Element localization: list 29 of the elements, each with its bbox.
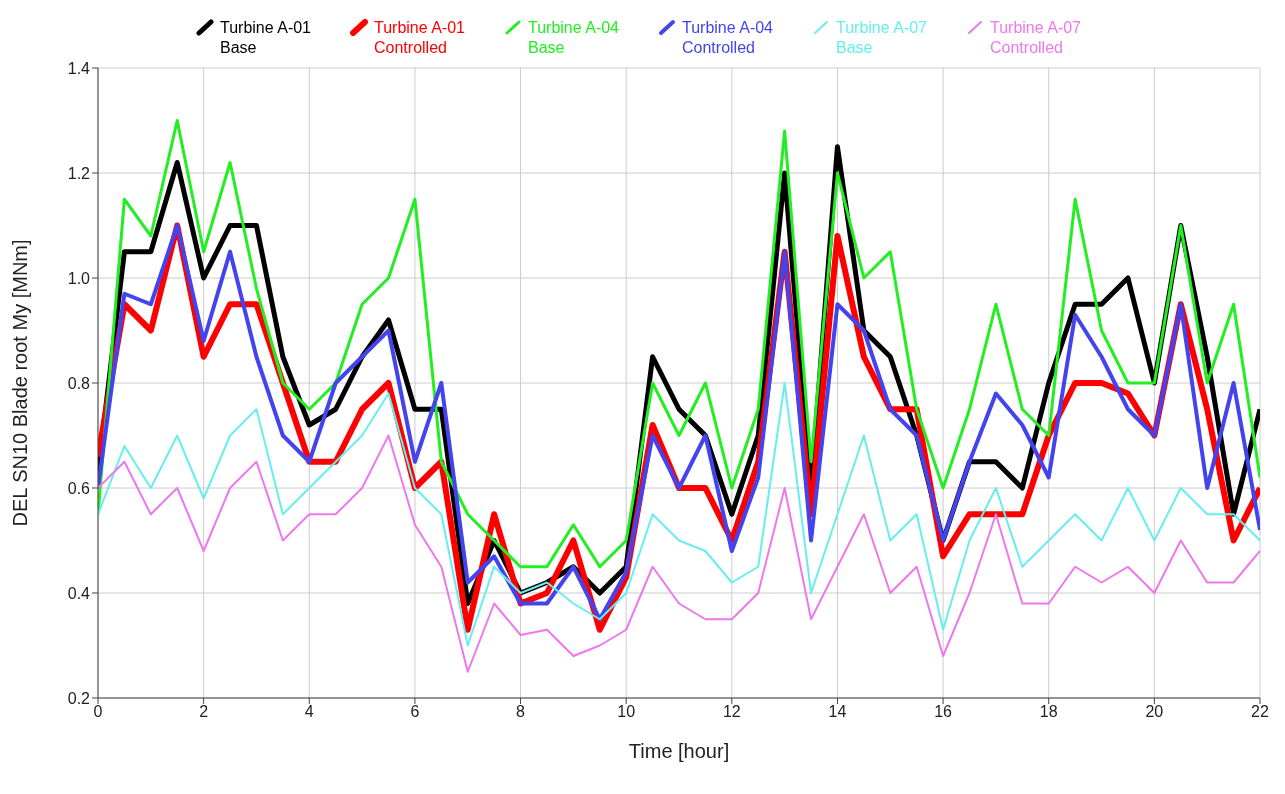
line-series	[98, 434, 1260, 673]
line-series	[98, 382, 1260, 647]
y-tick-label: 1.0	[67, 269, 91, 287]
legend-label: Turbine A-07 Base	[836, 18, 928, 58]
x-tick-label: 12	[722, 703, 741, 721]
x-tick-label: 8	[516, 703, 526, 721]
legend-label: Turbine A-01 Controlled	[374, 18, 466, 58]
legend-label: Turbine A-01 Base	[220, 18, 312, 58]
x-tick-label: 10	[617, 703, 636, 721]
legend-label: Turbine A-04 Controlled	[682, 18, 774, 58]
x-tick-label: 20	[1145, 703, 1164, 721]
legend-label: Turbine A-04 Base	[528, 18, 620, 58]
x-tick-label: 22	[1251, 703, 1269, 721]
x-tick-label: 0	[93, 703, 103, 721]
y-tick-label: 0.6	[67, 479, 91, 497]
x-tick-label: 18	[1039, 703, 1058, 721]
x-tick-label: 16	[934, 703, 953, 721]
x-tick-label: 4	[304, 703, 314, 721]
x-axis-title: Time [hour]	[628, 740, 730, 762]
x-tick-label: 14	[828, 703, 847, 721]
y-tick-label: 0.4	[67, 584, 91, 602]
y-tick-label: 1.2	[67, 164, 91, 182]
x-tick-label: 6	[410, 703, 420, 721]
y-tick-label: 0.2	[67, 689, 91, 707]
y-tick-label: 1.4	[67, 59, 91, 77]
y-tick-label: 0.8	[67, 374, 91, 392]
x-tick-label: 2	[199, 703, 209, 721]
y-axis-title: DEL SN10 Blade root My [MNm]	[9, 239, 32, 527]
legend-label: Turbine A-07 Controlled	[990, 18, 1082, 58]
